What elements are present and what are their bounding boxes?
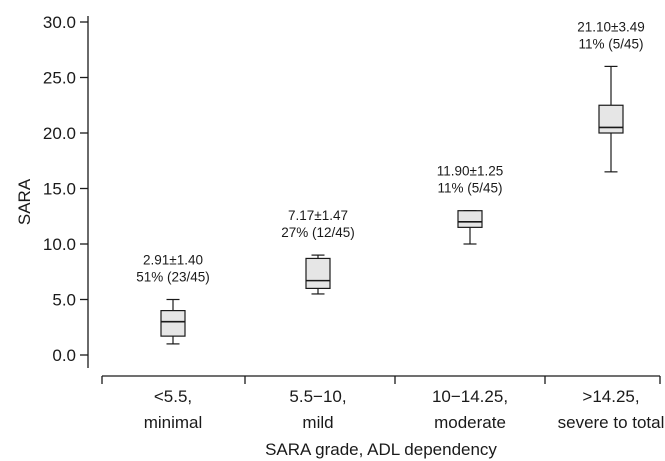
annotation-percentage: 27% (12/45): [281, 225, 355, 240]
box-series: 2.91±1.40 51% (23/45) 7.17±1.47 27% (12/45)…: [136, 19, 645, 345]
box-iqr: [305, 257, 331, 289]
annotation-percentage: 11% (5/45): [578, 36, 643, 51]
y-tick-label: 15.0: [43, 180, 76, 199]
y-axis-title: SARA: [15, 178, 34, 225]
y-tick-label: 20.0: [43, 124, 76, 143]
annotation-mean-sd: 11.90±1.25: [437, 164, 503, 179]
box-group: 11.90±1.25 11% (5/45): [437, 164, 503, 245]
y-tick-label: 0.0: [52, 346, 76, 365]
box-group: 21.10±3.49 11% (5/45): [577, 19, 645, 173]
annotation-mean-sd: 7.17±1.47: [288, 208, 348, 223]
box-group: 7.17±1.47 27% (12/45): [281, 208, 355, 295]
x-category-label-line1: 5.5−10,: [289, 387, 346, 406]
x-category-label-line2: mild: [302, 413, 333, 432]
x-category-label-line1: >14.25,: [582, 387, 639, 406]
y-tick-label: 5.0: [52, 291, 76, 310]
x-category-label-line2: severe to total: [558, 413, 665, 432]
y-tick-label: 30.0: [43, 13, 76, 32]
box-iqr: [598, 104, 624, 134]
y-tick-label: 10.0: [43, 235, 76, 254]
x-axis-title: SARA grade, ADL dependency: [265, 440, 497, 459]
x-category-label-line1: <5.5,: [154, 387, 192, 406]
annotation-mean-sd: 21.10±3.49: [577, 19, 644, 34]
x-category-label-line1: 10−14.25,: [432, 387, 508, 406]
x-category-label-line2: moderate: [434, 413, 506, 432]
annotation-percentage: 11% (5/45): [437, 181, 502, 196]
annotation-mean-sd: 2.91±1.40: [143, 253, 203, 268]
x-axis: <5.5, minimal 5.5−10, mild 10−14.25, moderate…: [101, 375, 665, 432]
x-category-label-line2: minimal: [144, 413, 203, 432]
y-tick-label: 25.0: [43, 69, 76, 88]
box-group: 2.91±1.40 51% (23/45): [136, 253, 210, 345]
box-iqr: [457, 210, 483, 228]
y-axis: 0.0 5.0 10.0 15.0 20.0 25.0 30.0: [43, 13, 89, 368]
annotation-percentage: 51% (23/45): [136, 270, 210, 285]
box-iqr: [160, 310, 186, 337]
